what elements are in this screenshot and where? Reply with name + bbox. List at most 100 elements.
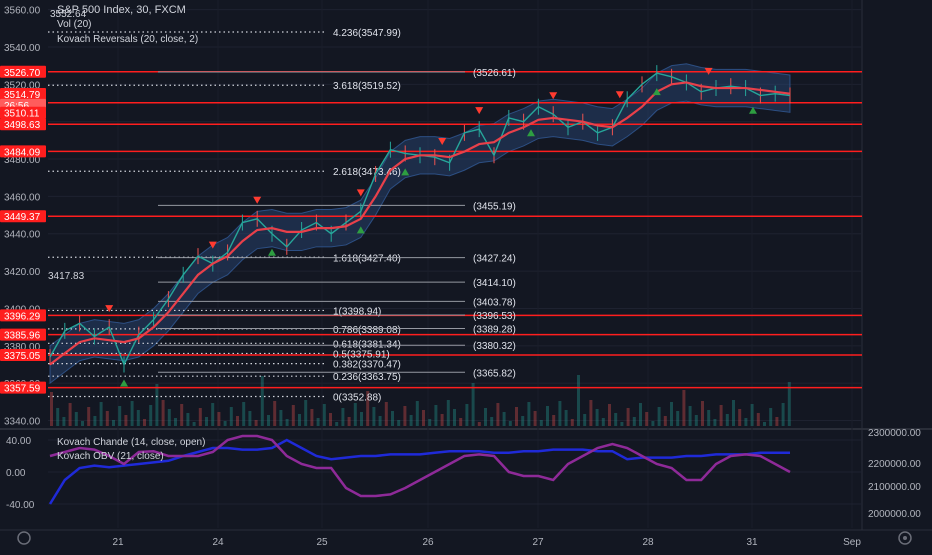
volume-bar xyxy=(527,402,531,426)
reversals-indicator-label[interactable]: Kovach Reversals (20, close, 2) xyxy=(57,34,198,45)
volume-bar xyxy=(341,408,345,426)
price-tick-label: 3420.00 xyxy=(4,267,41,278)
lower-pane: 40.00 0.00 -40.00 2300000.00 2200000.00 21000… xyxy=(6,428,921,520)
volume-bar xyxy=(397,420,401,426)
chart-title[interactable]: S&P 500 Index, 30, FXCM xyxy=(57,4,186,16)
volume-bar xyxy=(68,403,72,426)
price-badge xyxy=(0,349,46,362)
volume-bar xyxy=(694,415,698,426)
chande-indicator-label[interactable]: Kovach Chande (14, close, open) xyxy=(57,437,205,448)
price-badge-label: 3484.09 xyxy=(4,147,41,158)
price-badge xyxy=(0,145,46,158)
sell-signal-marker xyxy=(105,305,114,313)
price-badge xyxy=(0,328,46,341)
volume-indicator-label[interactable]: Vol (20) xyxy=(57,19,91,30)
lower-right-tick: 2300000.00 xyxy=(868,428,921,439)
volume-bar xyxy=(298,414,301,426)
volume-bar xyxy=(391,411,394,426)
price-badge-label: 3375.05 xyxy=(4,351,41,362)
time-tick-label: Sep xyxy=(843,537,861,548)
volume-bar xyxy=(732,400,735,426)
buy-signal-marker xyxy=(652,88,661,96)
volume-bar xyxy=(781,403,785,426)
volume-bar xyxy=(291,405,295,426)
volume-bar xyxy=(471,383,475,426)
volume-bar xyxy=(738,409,742,426)
volume-bar xyxy=(756,413,760,426)
volume-bar xyxy=(787,382,791,426)
volume-bar xyxy=(775,417,779,426)
volume-bar xyxy=(657,407,661,426)
volume-bar xyxy=(143,419,146,426)
volume-bar xyxy=(670,402,673,426)
fibonacci-levels[interactable]: 4.236(3547.99) 3.618(3519.52) 2.618(3473.4… xyxy=(48,28,516,403)
left-marker-label: 3417.83 xyxy=(48,271,85,282)
fib-label-left: 0.786(3389.08) xyxy=(333,325,401,336)
volume-bar xyxy=(285,419,289,426)
volume-bar xyxy=(459,418,463,426)
volume-bar xyxy=(248,411,252,426)
fib-label-left: 0.236(3363.75) xyxy=(333,372,401,383)
volume-bar xyxy=(564,410,568,426)
time-tick-label: 31 xyxy=(746,537,758,548)
price-tick-label: 3380.00 xyxy=(4,342,41,353)
volume-bar xyxy=(502,412,506,426)
volume-bar xyxy=(415,401,419,426)
obv-indicator-label[interactable]: Kovach OBV (21, close) xyxy=(57,451,164,462)
moving-average-line xyxy=(49,81,791,366)
chande-line xyxy=(48,438,790,505)
fib-label-left: 0.382(3370.47) xyxy=(333,360,401,371)
fib-label-right: (3403.78) xyxy=(473,297,516,308)
volume-bar xyxy=(552,415,556,426)
volume-bar xyxy=(93,416,97,426)
price-badge-label: 3385.96 xyxy=(4,331,41,342)
volume-bar xyxy=(74,412,78,426)
volume-bar xyxy=(273,401,277,426)
price-badge-label: 3510.11 xyxy=(4,109,40,120)
volume-bar xyxy=(769,408,773,426)
volume-bar xyxy=(223,421,227,426)
time-axis[interactable]: 21 24 25 26 27 28 31 Sep xyxy=(112,537,861,548)
volume-bar xyxy=(508,421,512,426)
volume-bar xyxy=(639,403,642,426)
volume-bar xyxy=(260,376,264,426)
fib-label-left: 0(3352.88) xyxy=(333,392,381,403)
volume-bars xyxy=(50,375,791,426)
volume-bar xyxy=(99,402,103,426)
volume-bar xyxy=(161,400,165,426)
volume-bar xyxy=(496,403,500,426)
volume-bar xyxy=(254,420,258,426)
volume-bar xyxy=(440,414,444,426)
volume-bar xyxy=(713,419,717,426)
volume-bar xyxy=(583,414,587,426)
volume-bar xyxy=(446,400,450,426)
lower-left-tick: -40.00 xyxy=(6,500,35,511)
volume-bar xyxy=(533,411,537,426)
chart-logo xyxy=(17,531,31,545)
volume-bar xyxy=(384,402,388,426)
volume-bar xyxy=(267,415,270,426)
volume-bar xyxy=(626,408,630,426)
lower-left-tick: 0.00 xyxy=(6,468,26,479)
volume-bar xyxy=(304,400,308,426)
volume-bar xyxy=(378,416,382,426)
volume-bar xyxy=(688,406,692,426)
fib-label-right: (3414.10) xyxy=(473,278,516,289)
price-tick-label: 3540.00 xyxy=(4,43,41,54)
settings-icon[interactable] xyxy=(898,531,912,545)
volume-bar xyxy=(570,419,574,426)
volume-bar xyxy=(229,407,233,426)
volume-bar xyxy=(484,408,487,426)
sell-signal-marker xyxy=(208,241,217,249)
price-tick-label: 3460.00 xyxy=(4,192,41,203)
buy-signal-marker xyxy=(401,168,410,176)
volume-bar xyxy=(112,420,115,426)
volume-bar xyxy=(149,405,153,426)
volume-bar xyxy=(465,404,469,426)
lower-right-tick: 2100000.00 xyxy=(868,482,921,493)
fib-label-left: 1.618(3427.40) xyxy=(333,253,401,264)
volume-bar xyxy=(130,401,134,426)
